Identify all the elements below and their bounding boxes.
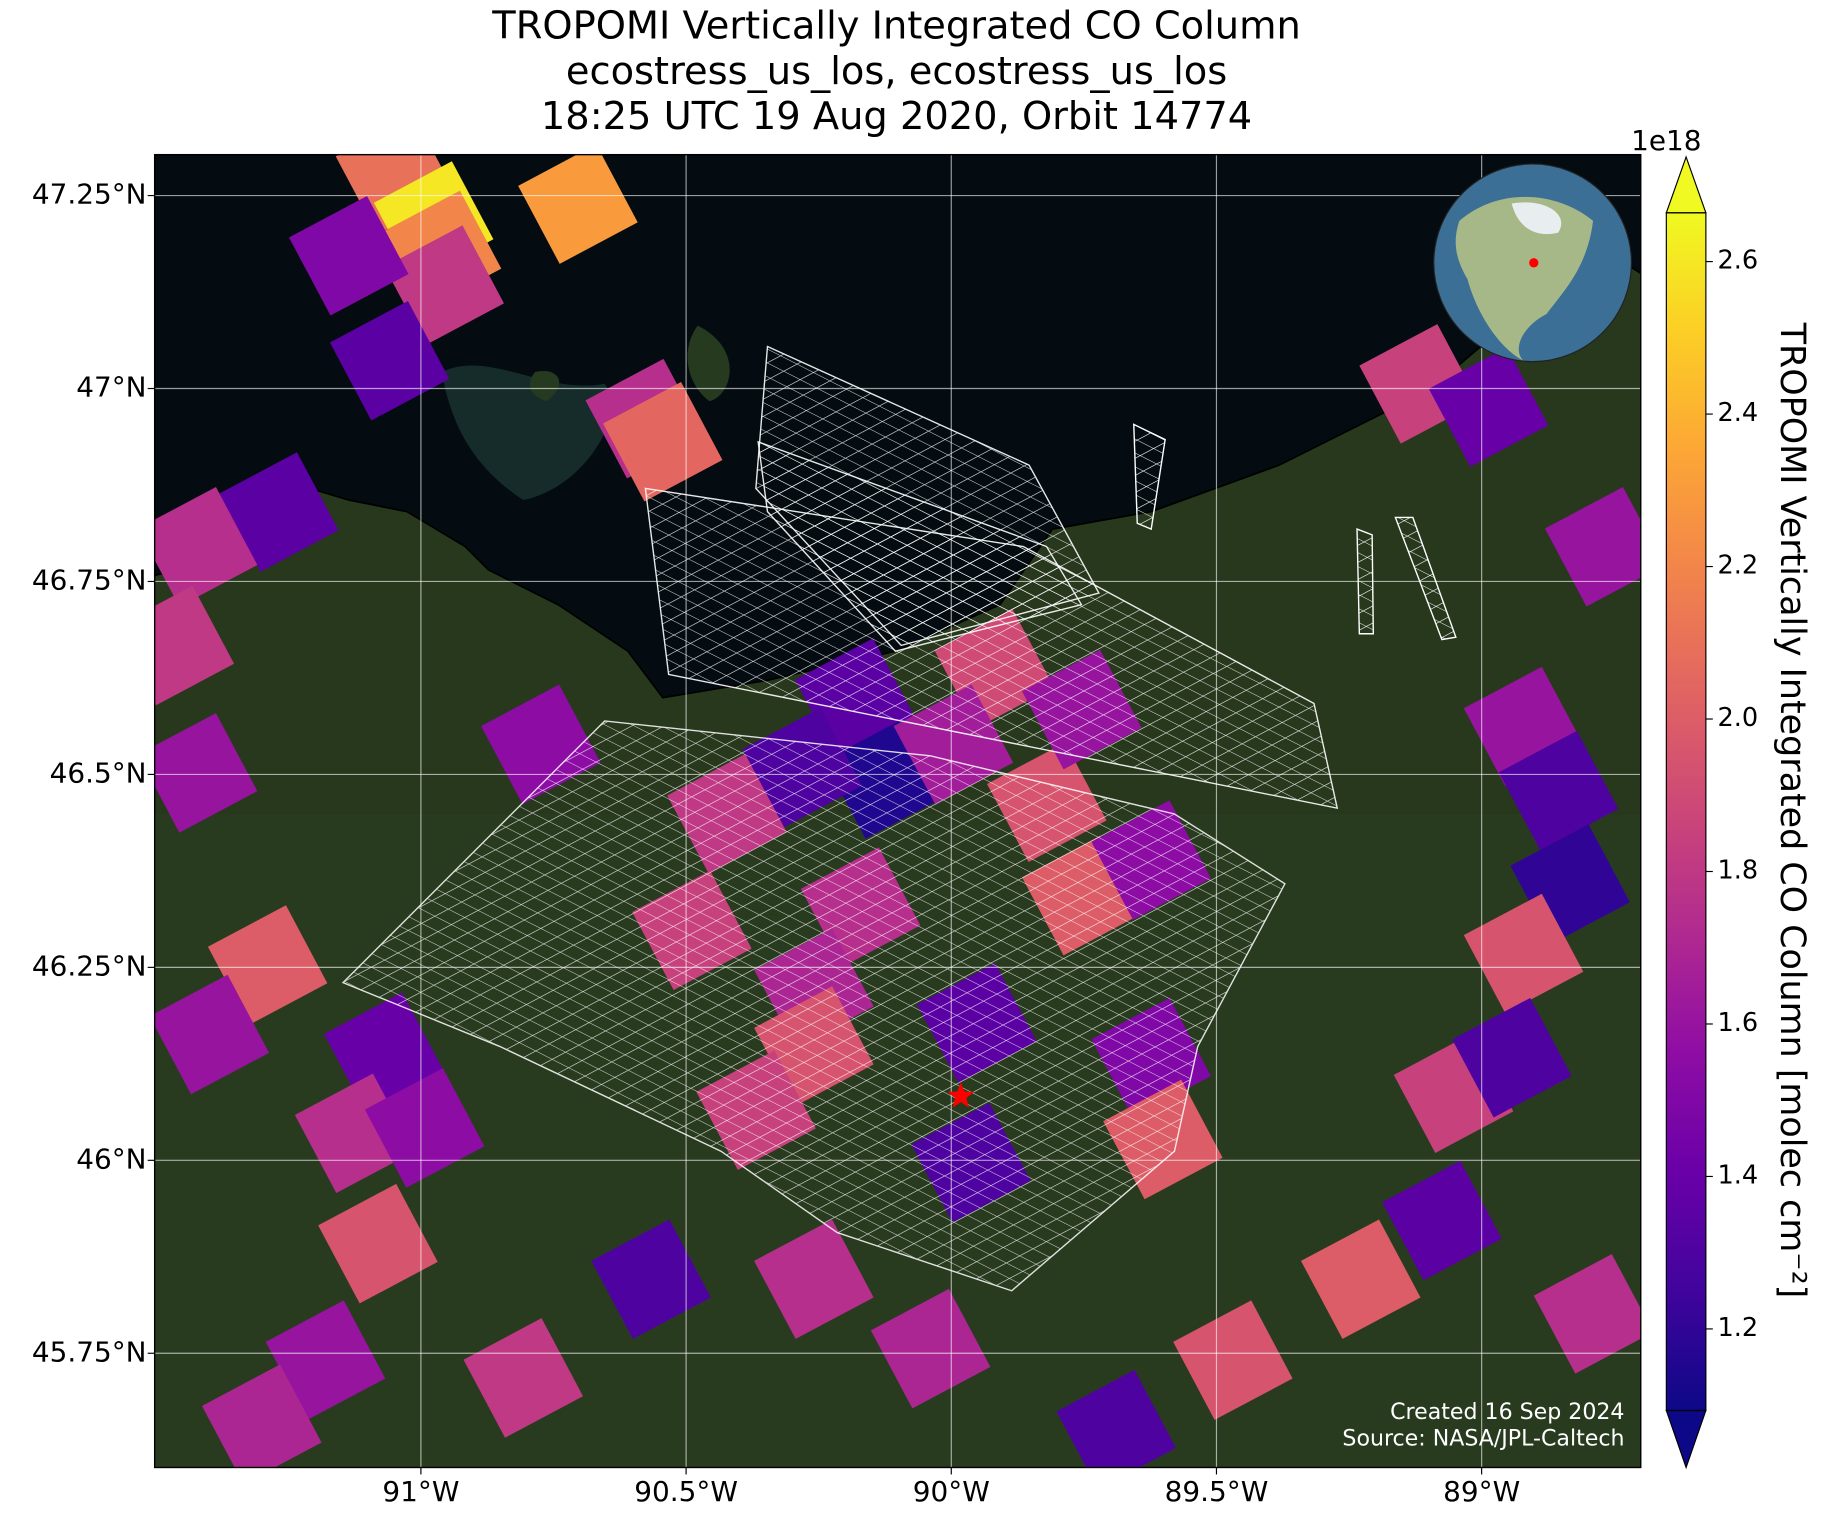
co-pixel bbox=[329, 300, 450, 421]
y-tick-label: 46.75°N bbox=[32, 563, 147, 596]
colorbar-tick-label: 2.4 bbox=[1718, 398, 1759, 428]
co-pixel bbox=[265, 1300, 386, 1420]
x-tick-label: 89°W bbox=[1443, 1475, 1520, 1508]
colorbar-tick-label: 2.2 bbox=[1718, 551, 1759, 581]
map: Created 16 Sep 2024 Source: NASA/JPL-Cal… bbox=[154, 154, 1641, 1468]
island bbox=[687, 325, 730, 402]
y-tick-label: 45.75°N bbox=[32, 1335, 147, 1368]
x-tick-label: 89.5°W bbox=[1165, 1475, 1269, 1508]
co-pixel bbox=[154, 585, 235, 706]
globe-site bbox=[1529, 258, 1539, 268]
ecostress-strip bbox=[1133, 423, 1166, 531]
colorbar-tick-label: 1.8 bbox=[1718, 856, 1759, 886]
title-block: TROPOMI Vertically Integrated CO Column … bbox=[491, 3, 1300, 139]
co-pixel bbox=[1463, 893, 1584, 1014]
credit: Created 16 Sep 2024 bbox=[1390, 1399, 1624, 1425]
site-marker bbox=[947, 1082, 975, 1108]
colorbar-frame bbox=[1665, 212, 1707, 1412]
y-tick-label: 46.25°N bbox=[32, 949, 147, 982]
colorbar-tick-label: 2.0 bbox=[1718, 703, 1759, 733]
axes: 91°W 90.5°W 90°W 89.5°W 89°W 45.75°N 46°N 46.25… bbox=[32, 178, 1520, 1509]
co-pixel bbox=[1056, 1369, 1176, 1468]
island bbox=[529, 370, 560, 402]
shallow-water bbox=[441, 365, 611, 501]
ecostress-footprints bbox=[341, 345, 1457, 1292]
co-pixel bbox=[1498, 730, 1619, 851]
ecostress-scene bbox=[341, 720, 1286, 1292]
co-pixel bbox=[154, 486, 258, 607]
co-pixel bbox=[870, 1288, 991, 1409]
co-pixel bbox=[1428, 347, 1549, 467]
co-pixel bbox=[603, 381, 723, 502]
graticule bbox=[154, 154, 1641, 1468]
co-pixel bbox=[754, 1219, 874, 1339]
ecostress-strip bbox=[1394, 516, 1457, 641]
x-tick-label: 91°W bbox=[382, 1475, 459, 1508]
credit: Source: NASA/JPL-Caltech bbox=[1342, 1426, 1624, 1452]
title-line: ecostress_us_los, ecostress_us_los bbox=[566, 49, 1227, 94]
title-line: TROPOMI Vertically Integrated CO Column bbox=[491, 3, 1300, 48]
co-pixel bbox=[1382, 1160, 1502, 1281]
y-tick-label: 46.5°N bbox=[50, 756, 147, 789]
colorbar-extend-min bbox=[1665, 1409, 1707, 1470]
colorbar-label: TROPOMI Vertically Integrated CO Column … bbox=[1772, 322, 1812, 1299]
colorbar-tick-label: 2.6 bbox=[1718, 246, 1759, 276]
continent bbox=[1455, 196, 1594, 361]
co-pixel bbox=[1300, 1219, 1421, 1339]
ecostress-scene bbox=[644, 487, 1339, 810]
co-pixel bbox=[288, 196, 409, 316]
x-tick-label: 90.5°W bbox=[634, 1475, 738, 1508]
co-pixel bbox=[201, 1364, 322, 1468]
colorbar-tick-label: 1.6 bbox=[1718, 1008, 1759, 1038]
co-pixel bbox=[318, 1183, 438, 1304]
co-pixel bbox=[1173, 1300, 1293, 1420]
co-pixel bbox=[218, 452, 339, 572]
x-tick-label: 90°W bbox=[913, 1475, 990, 1508]
co-pixel bbox=[323, 992, 444, 1113]
colorbar-fill bbox=[1666, 212, 1706, 1411]
co-pixel bbox=[1544, 486, 1641, 607]
plot-frame bbox=[153, 153, 1642, 1469]
y-tick-label: 47°N bbox=[76, 371, 146, 404]
colorbar-tick-label: 1.2 bbox=[1718, 1313, 1759, 1343]
colorbar-tick-label: 1.4 bbox=[1718, 1160, 1759, 1190]
y-tick-label: 46°N bbox=[76, 1142, 146, 1175]
co-pixel bbox=[591, 1219, 711, 1339]
co-pixel bbox=[154, 713, 258, 833]
ice bbox=[1511, 202, 1562, 235]
colorbar: 1.2 1.4 1.6 1.8 2.0 2.2 2.4 2.6 bbox=[1665, 155, 1759, 1470]
colorbar-extend-max bbox=[1665, 155, 1707, 214]
co-pixel bbox=[1533, 1254, 1641, 1374]
co-pixel bbox=[463, 1318, 584, 1438]
co-pixel bbox=[518, 154, 638, 264]
co-pixel bbox=[364, 1068, 485, 1188]
title-line: 18:25 UTC 19 Aug 2020, Orbit 14774 bbox=[541, 94, 1252, 139]
co-pixel bbox=[154, 974, 270, 1095]
colorbar-offset: 1e18 bbox=[1631, 124, 1701, 157]
y-tick-label: 47.25°N bbox=[32, 178, 147, 211]
